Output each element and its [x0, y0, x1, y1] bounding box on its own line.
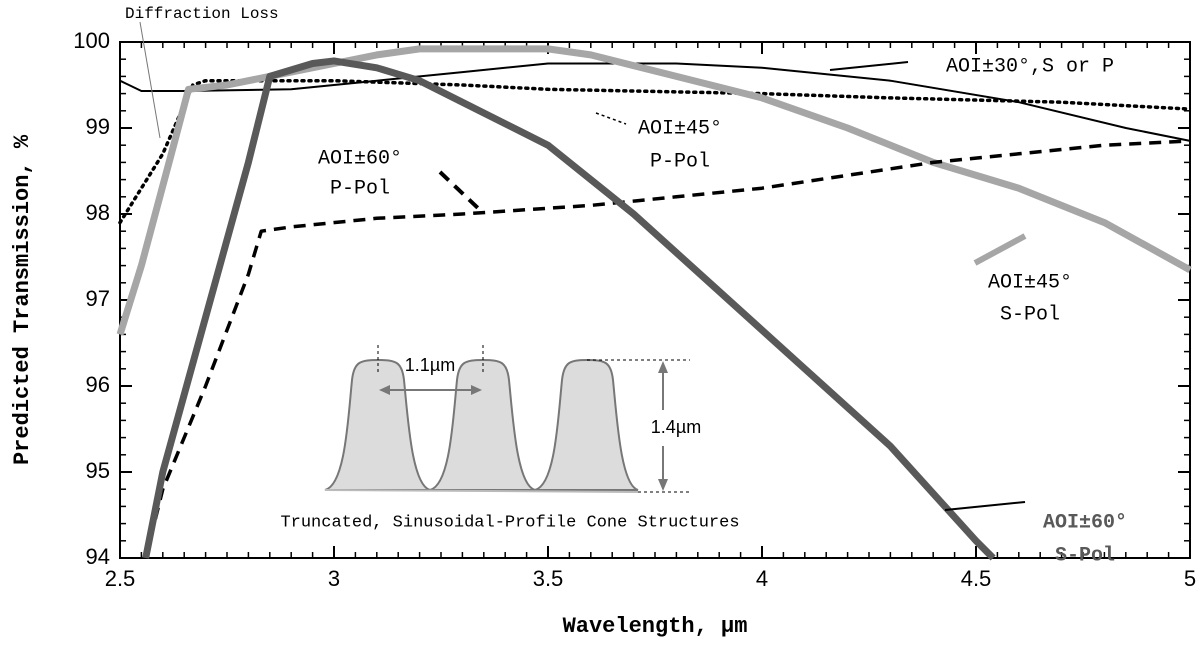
series-label: AOI±60° — [318, 147, 402, 170]
dim-line — [324, 489, 639, 493]
x-axis-title: Wavelength, µm — [563, 614, 748, 639]
y-tick-label: 95 — [86, 458, 110, 483]
x-tick-label: 3.5 — [533, 566, 564, 591]
annotation: 1.4µm — [651, 417, 701, 437]
label-leader — [595, 112, 627, 125]
y-axis-title: Predicted Transmission, % — [10, 134, 35, 465]
x-tick-label: 3 — [328, 566, 340, 591]
series-label: S-Pol — [1000, 303, 1060, 326]
series-label: AOI±45° — [988, 271, 1072, 294]
series-line — [142, 57, 996, 561]
arrow-head — [379, 385, 482, 395]
series-label: P-Pol — [650, 150, 710, 173]
cone — [534, 358, 639, 491]
y-tick-label: 98 — [86, 200, 110, 225]
y-tick-label: 99 — [86, 114, 110, 139]
series-line — [116, 45, 1192, 336]
annotation-leader — [139, 21, 161, 139]
x-tick-label: 2.5 — [105, 566, 136, 591]
series-label: P-Pol — [330, 177, 390, 200]
x-tick-label: 4 — [756, 566, 768, 591]
annotation: Diffraction Loss — [125, 5, 279, 23]
y-tick-label: 94 — [86, 544, 110, 569]
series-label: AOI±30°,S or P — [946, 55, 1114, 78]
x-tick-label: 5 — [1184, 566, 1196, 591]
inset-diagram — [324, 345, 690, 493]
series-label: AOI±60° — [1043, 511, 1127, 534]
x-tick-label: 4.5 — [961, 566, 992, 591]
series-label: AOI±45° — [638, 117, 722, 140]
annotation: Truncated, Sinusoidal-Profile Cone Struc… — [280, 513, 739, 532]
cone — [429, 358, 536, 491]
annotation: 1.1µm — [405, 355, 455, 375]
series-line — [143, 139, 1191, 559]
series-label: S-Pol — [1055, 544, 1115, 567]
y-tick-label: 100 — [73, 28, 110, 53]
y-tick-label: 96 — [86, 372, 110, 397]
y-tick-label: 97 — [86, 286, 110, 311]
label-leader — [973, 233, 1027, 266]
label-leader — [829, 61, 909, 71]
label-leader — [944, 501, 1026, 511]
cone — [324, 358, 431, 491]
label-leader — [438, 170, 482, 212]
